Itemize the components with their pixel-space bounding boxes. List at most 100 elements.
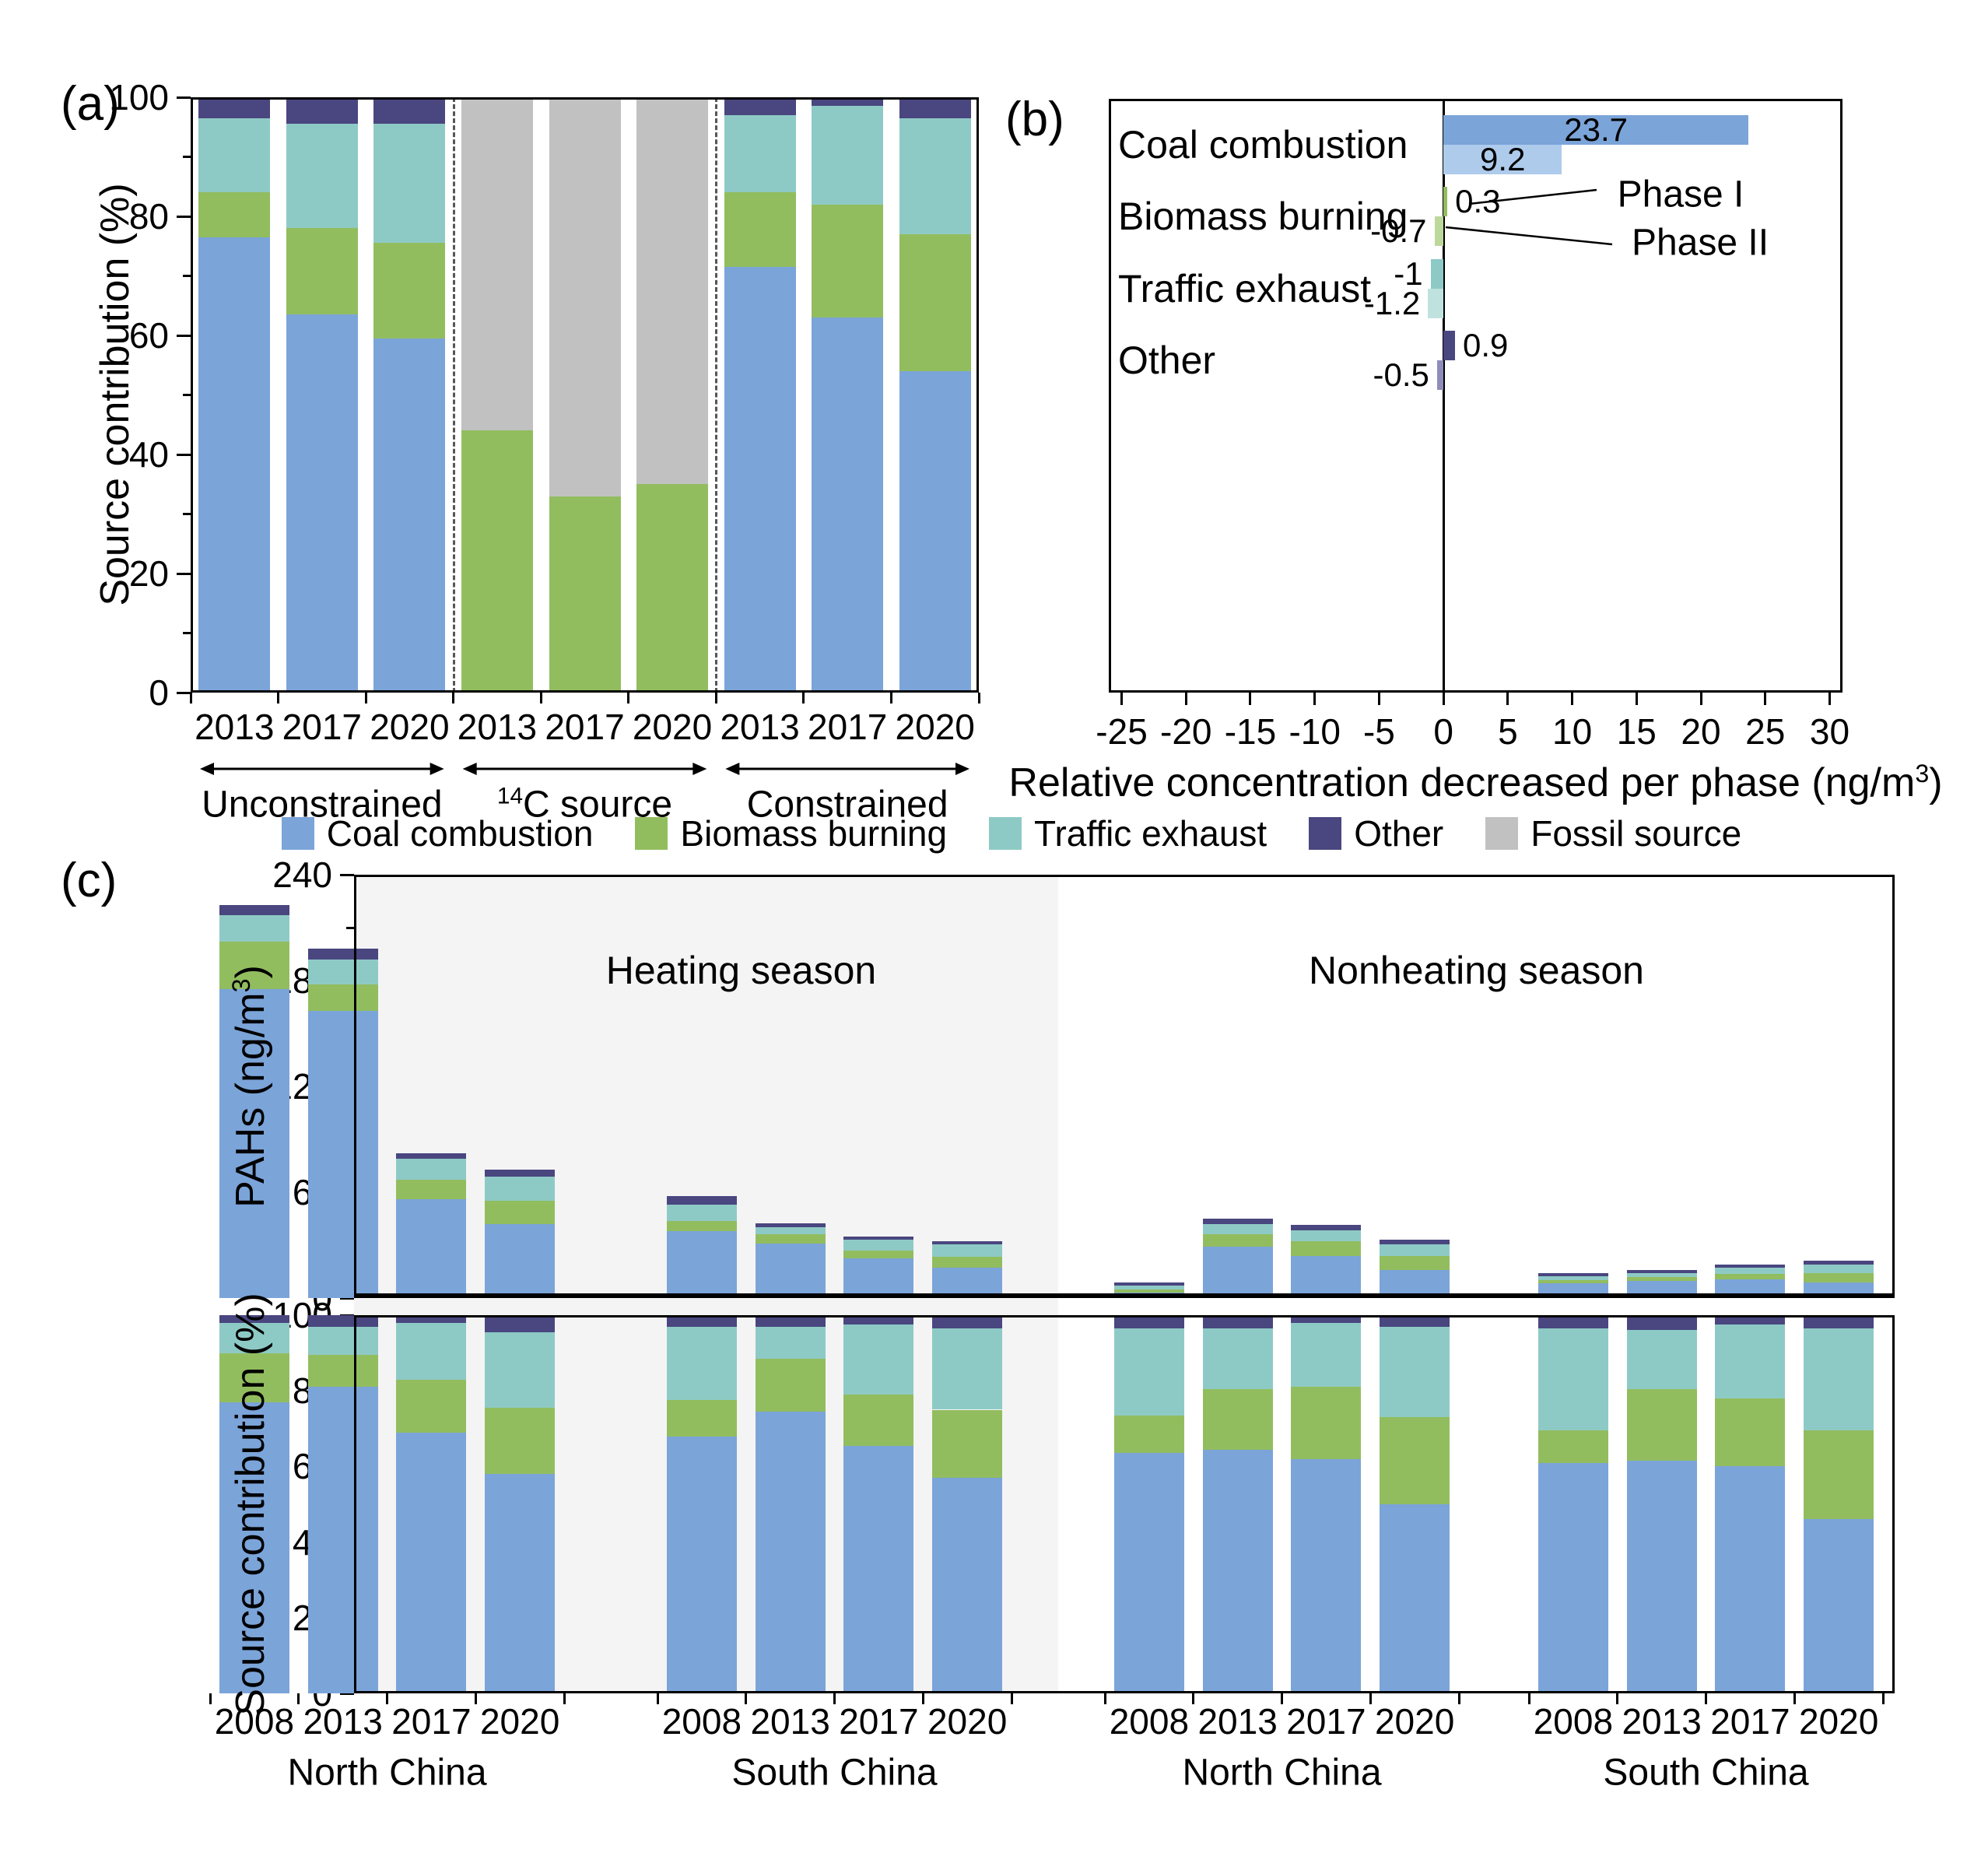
x-axis-tick [977, 693, 980, 703]
legend-swatch-other [1309, 817, 1342, 850]
x-axis-tick-label: 30 [1809, 711, 1850, 752]
bar-segment-biomass [1202, 1388, 1273, 1450]
bar-segment-biomass [1113, 1415, 1184, 1454]
y-axis-tick [177, 96, 191, 99]
x-axis-year-label: 2008 [1109, 1701, 1190, 1742]
x-axis-tick [1313, 693, 1317, 705]
group-label: Unconstrained [202, 784, 443, 826]
x-axis-year-label: 2020 [1798, 1701, 1879, 1742]
bar-segment-traffic [1202, 1328, 1273, 1389]
bar-segment-biomass [1804, 1273, 1874, 1282]
bar-segment-other [1715, 1264, 1786, 1268]
y-axis-tick [340, 1296, 354, 1300]
bar-segment-other [219, 904, 289, 916]
x-axis-year-label: 2008 [1533, 1701, 1614, 1742]
bar-segment-coal [1291, 1458, 1362, 1693]
x-axis-tick [189, 693, 192, 703]
bar-segment-other [198, 97, 271, 118]
x-axis-tick [656, 1693, 659, 1704]
y-axis-tick-label: 20 [128, 553, 169, 594]
x-axis-tick-label: 0 [1433, 711, 1453, 752]
bar-segment-traffic [1804, 1328, 1874, 1431]
x-axis-year-label: 2013 [195, 707, 275, 747]
category-label: Biomass burning [1118, 195, 1408, 238]
x-axis-year-label: 2013 [1197, 1701, 1278, 1742]
x-axis-tick-label: -25 [1096, 711, 1148, 752]
bar-segment-other [724, 97, 796, 115]
season-title-nonheating: Nonheating season [1309, 949, 1644, 992]
bar-segment-biomass [485, 1408, 556, 1475]
bar-segment-other [1202, 1315, 1273, 1328]
bar-segment-other [755, 1223, 826, 1228]
bar-segment-traffic [1202, 1223, 1273, 1235]
bar-segment-other [755, 1315, 826, 1327]
bar-segment-biomass [219, 942, 289, 990]
x-axis-year-label: 2017 [839, 1701, 919, 1742]
bar-segment-traffic [286, 124, 358, 229]
hbar-value-label: -0.5 [1373, 356, 1429, 393]
x-axis-tick [1881, 1693, 1885, 1704]
x-axis-tick [474, 1693, 477, 1704]
bar-segment-biomass [307, 1355, 378, 1388]
bar-segment-coal [1715, 1466, 1786, 1693]
x-axis-tick [1184, 693, 1187, 705]
bar-segment-traffic [307, 959, 378, 984]
bar-segment-other [1291, 1224, 1362, 1230]
bar-segment-biomass [461, 430, 533, 693]
bar-segment-other [396, 1315, 467, 1323]
bar-segment-coal [396, 1199, 467, 1298]
bar-segment-biomass [1291, 1387, 1362, 1459]
region-label: South China [731, 1752, 938, 1794]
bar-segment-coal [1380, 1504, 1450, 1693]
bar-segment-traffic [1715, 1324, 1786, 1398]
bar-segment-traffic [932, 1244, 1003, 1257]
bar-segment-coal [198, 237, 271, 693]
bar-segment-biomass [1113, 1289, 1184, 1293]
bar-segment-traffic [219, 915, 289, 942]
x-axis-tick [277, 693, 280, 703]
x-axis-tick [452, 693, 455, 703]
bar-segment-traffic [843, 1240, 914, 1251]
x-axis-year-label: 2017 [391, 1701, 472, 1742]
x-axis-year-label: 2008 [661, 1701, 742, 1742]
bar-segment-coal [219, 1402, 289, 1693]
bar-segment-biomass [1537, 1430, 1608, 1463]
panel-b-plot-frame [1109, 99, 1842, 693]
bar-segment-other [843, 1315, 914, 1325]
hbar-value-label: 23.7 [1564, 111, 1629, 148]
x-axis-year-label: 2013 [750, 1701, 830, 1742]
hbar-value-label: 0.9 [1463, 327, 1509, 363]
x-axis-tick [745, 1693, 748, 1704]
x-axis-tick [563, 1693, 566, 1704]
bar-segment-coal [932, 1477, 1003, 1693]
hbar-other-phase1 [1443, 331, 1455, 360]
x-axis-year-label: 2013 [457, 707, 538, 747]
bar-segment-other [843, 1236, 914, 1240]
x-axis-tick [1506, 693, 1509, 705]
bar-segment-other [286, 97, 358, 125]
x-axis-year-label: 2013 [303, 1701, 383, 1742]
x-axis-tick [1705, 1693, 1707, 1704]
x-axis-tick [833, 1693, 836, 1704]
y-axis-tick [177, 572, 191, 575]
category-label: Coal combustion [1118, 123, 1408, 167]
x-axis-tick-label: -10 [1289, 711, 1341, 752]
x-axis-year-label: 2020 [479, 1701, 560, 1742]
category-label: Other [1118, 339, 1216, 382]
bar-segment-traffic [1380, 1326, 1450, 1418]
y-axis-tick [183, 156, 191, 158]
bar-segment-other [485, 1169, 556, 1177]
hbar-value-label: -1.2 [1363, 285, 1421, 321]
panel-c-top-y-axis-title: PAHs (ng/m3) [226, 965, 274, 1208]
bar-segment-other [1626, 1269, 1697, 1274]
y-axis-tick [183, 632, 191, 634]
x-axis-tick-label: 15 [1616, 711, 1657, 752]
annotation-phase2: Phase II [1631, 222, 1769, 264]
x-axis-tick [1699, 693, 1702, 705]
bar-segment-traffic [198, 118, 271, 193]
bar-segment-biomass [396, 1180, 467, 1200]
legend: Coal combustion Biomass burning Traffic ex… [233, 812, 1790, 854]
x-axis-tick [1377, 693, 1380, 705]
bar-segment-other [1380, 1240, 1450, 1244]
